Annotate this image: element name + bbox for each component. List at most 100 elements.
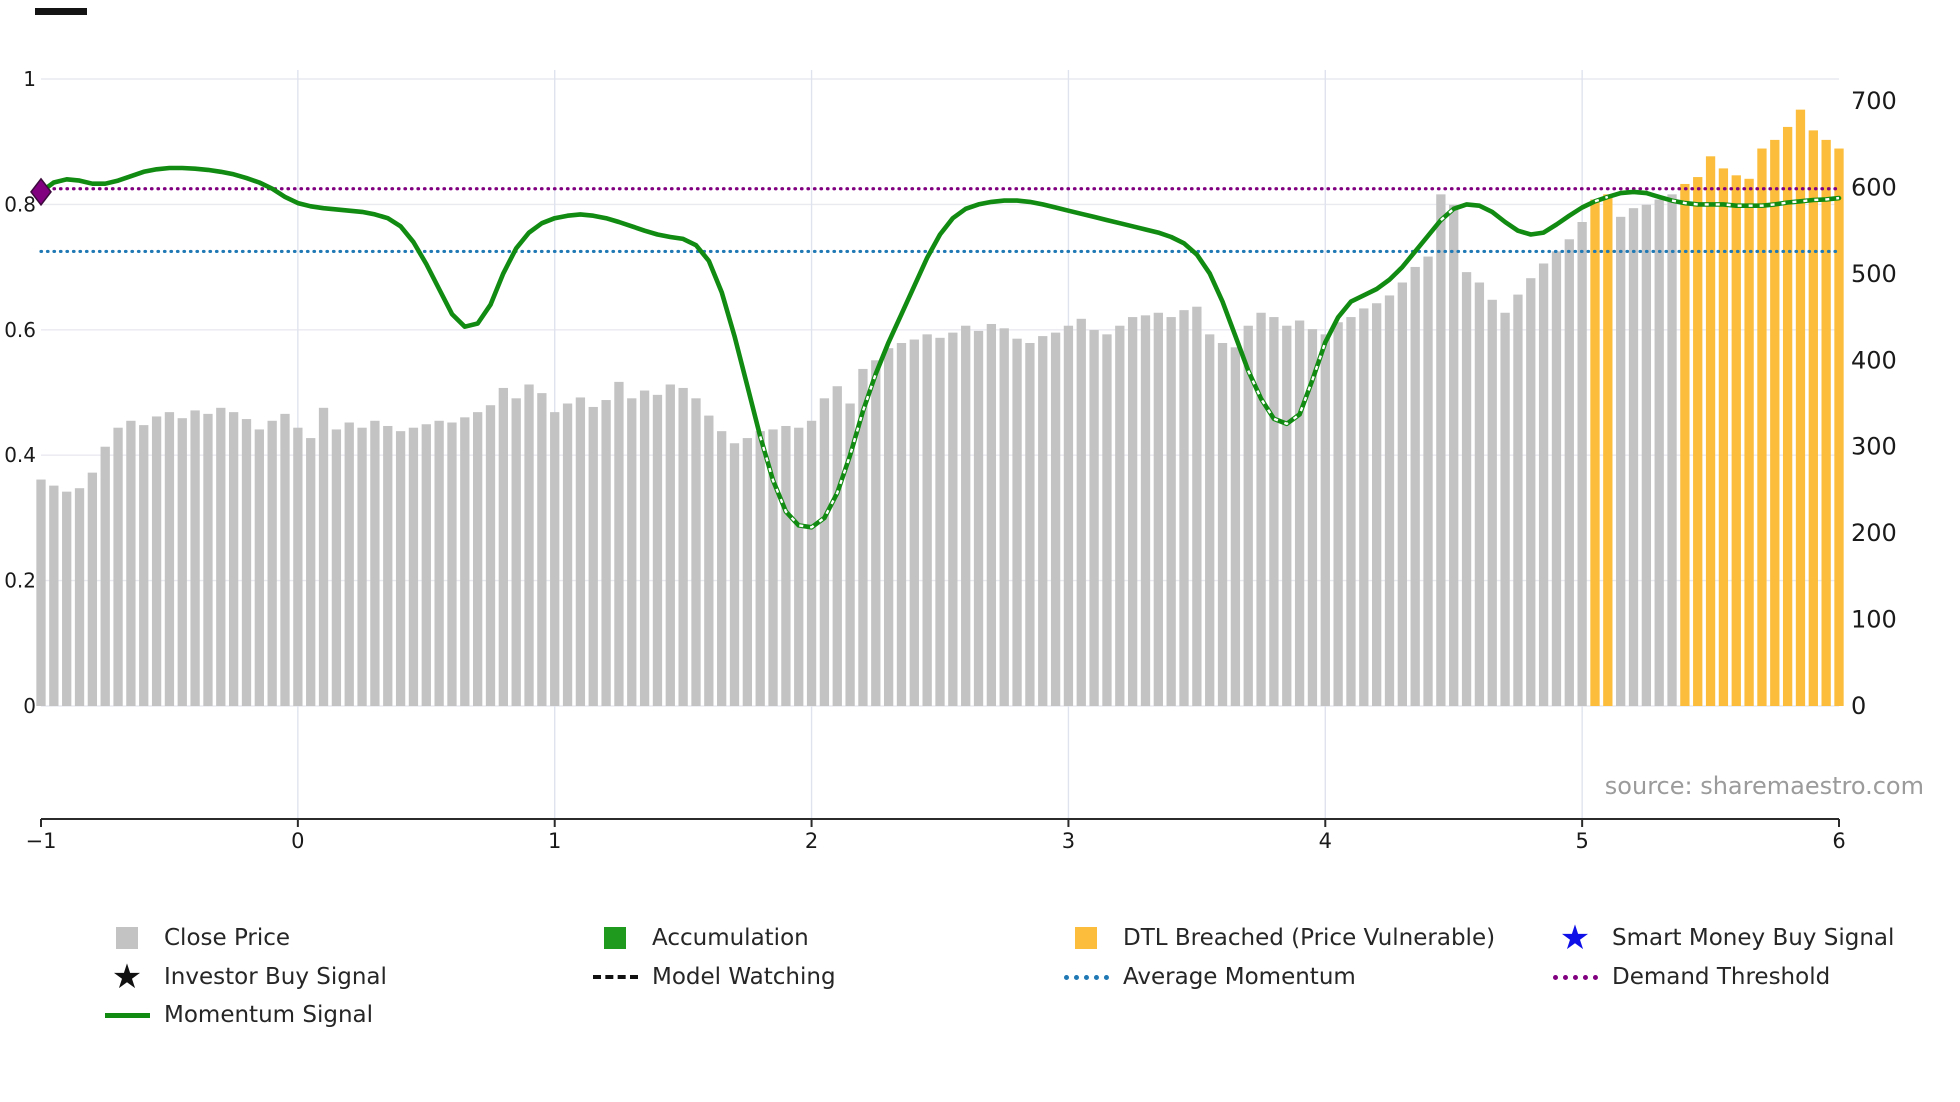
dtl-breached-bar (1718, 168, 1729, 706)
right-tick-label: 300 (1851, 433, 1897, 461)
close-price-bar (1256, 312, 1266, 706)
close-price-bar (601, 400, 611, 706)
close-price-bar (306, 438, 316, 706)
dtl-breached-bar (1693, 177, 1703, 706)
right-tick-label: 100 (1851, 606, 1897, 634)
close-price-swatch-icon (116, 927, 138, 949)
close-price-bar (1436, 194, 1446, 706)
close-price-bar (1025, 343, 1035, 706)
close-price-bar (1050, 332, 1061, 706)
close-price-bar (832, 386, 842, 706)
close-price-bar (1487, 299, 1497, 706)
dtl-breached-bar (1808, 130, 1818, 706)
close-price-bar (344, 422, 354, 706)
close-price-bar (550, 412, 560, 706)
close-price-bar (1372, 303, 1382, 706)
close-price-bar (896, 343, 907, 706)
close-price-bar (1667, 194, 1677, 706)
close-price-bar (421, 424, 431, 706)
close-price-bar (126, 420, 136, 706)
close-price-bar (665, 384, 675, 706)
close-price-bar (1282, 325, 1292, 706)
close-price-bar (614, 381, 624, 706)
x-tick-label: 0 (291, 829, 304, 853)
dtl-breached-bar (1603, 194, 1613, 706)
blue-star-icon: ★ (1559, 918, 1591, 958)
momentum-overlay-dashes (1440, 207, 1455, 221)
close-price-bar (1384, 295, 1395, 706)
close-price-bar (1269, 317, 1279, 706)
close-price-bar (986, 323, 997, 706)
close-price-bar (1564, 239, 1574, 707)
dashed-line-icon (592, 975, 638, 979)
close-price-bar (652, 394, 663, 706)
close-price-bar (588, 406, 598, 706)
close-price-bar (408, 427, 419, 706)
legend-label-dtl-breached: DTL Breached (Price Vulnerable) (1123, 925, 1496, 951)
x-tick-label: 3 (1062, 829, 1075, 853)
dtl-breached-bar (1821, 139, 1831, 706)
close-price-bar (1538, 263, 1549, 706)
green-line-icon (104, 1012, 150, 1018)
close-price-bar (36, 479, 46, 706)
close-price-bar (1346, 317, 1356, 706)
close-price-bar (1140, 315, 1151, 706)
close-price-bar (1127, 317, 1138, 706)
close-price-bar (1654, 199, 1664, 706)
close-price-bar (74, 488, 85, 706)
close-price-bar (575, 397, 586, 706)
close-price-bar (1616, 216, 1626, 706)
close-price-bar (1513, 294, 1523, 706)
legend-item-momentum-signal: Momentum Signal (104, 1002, 373, 1028)
left-tick-label: 0 (23, 694, 36, 718)
x-tick-label: 1 (548, 829, 561, 853)
blue-dotted-line-icon (1063, 974, 1109, 980)
close-price-bar (1423, 256, 1433, 706)
legend-marker-wrap (1552, 974, 1598, 980)
legend-label-accumulation: Accumulation (652, 925, 809, 951)
close-price-bar (935, 337, 945, 706)
close-price-bar (331, 429, 342, 706)
dtl-breached-bar (1782, 126, 1793, 707)
left-tick-label: 0.4 (4, 443, 36, 467)
close-price-bar (794, 427, 804, 706)
close-price-bar (1243, 325, 1253, 706)
close-price-bar (562, 403, 573, 706)
close-price-bar (280, 413, 290, 706)
close-price-bar (1192, 306, 1202, 706)
close-price-bar (717, 431, 727, 706)
close-price-bar (485, 405, 496, 706)
close-price-bar (1397, 282, 1407, 706)
close-price-bar (961, 325, 971, 706)
close-price-bar (318, 407, 329, 706)
legend-item-demand-threshold: Demand Threshold (1552, 964, 1830, 990)
right-tick-label: 700 (1851, 87, 1897, 115)
close-price-bar (819, 398, 830, 706)
close-price-bar (1179, 310, 1189, 706)
x-tick-label: 5 (1575, 829, 1588, 853)
close-price-bar (1102, 334, 1112, 706)
close-price-bar (498, 387, 508, 706)
close-price-bar (434, 420, 444, 706)
x-tick-label: −1 (26, 829, 57, 853)
x-tick-label: 4 (1319, 829, 1332, 853)
close-price-bar (460, 417, 470, 706)
close-price-bar (1577, 222, 1587, 706)
close-price-bar (164, 412, 175, 706)
dtl-breached-swatch-icon (1075, 927, 1097, 949)
momentum-signal-line (38, 165, 1842, 530)
dtl-breached-bar (1590, 199, 1600, 706)
close-price-bar (1076, 318, 1086, 706)
close-price-bar (511, 398, 521, 706)
legend-marker-wrap (104, 927, 150, 949)
purple-dotted-line-icon (1552, 974, 1598, 980)
right-tick-label: 400 (1851, 346, 1897, 374)
close-price-bar (1449, 204, 1459, 706)
close-price-bar (1359, 308, 1369, 706)
close-price-bar (742, 438, 753, 706)
close-price-bar (87, 472, 98, 706)
close-price-bar (254, 429, 264, 706)
close-price-bar (639, 390, 650, 706)
momentum-overlay-dashes (1594, 195, 1609, 203)
